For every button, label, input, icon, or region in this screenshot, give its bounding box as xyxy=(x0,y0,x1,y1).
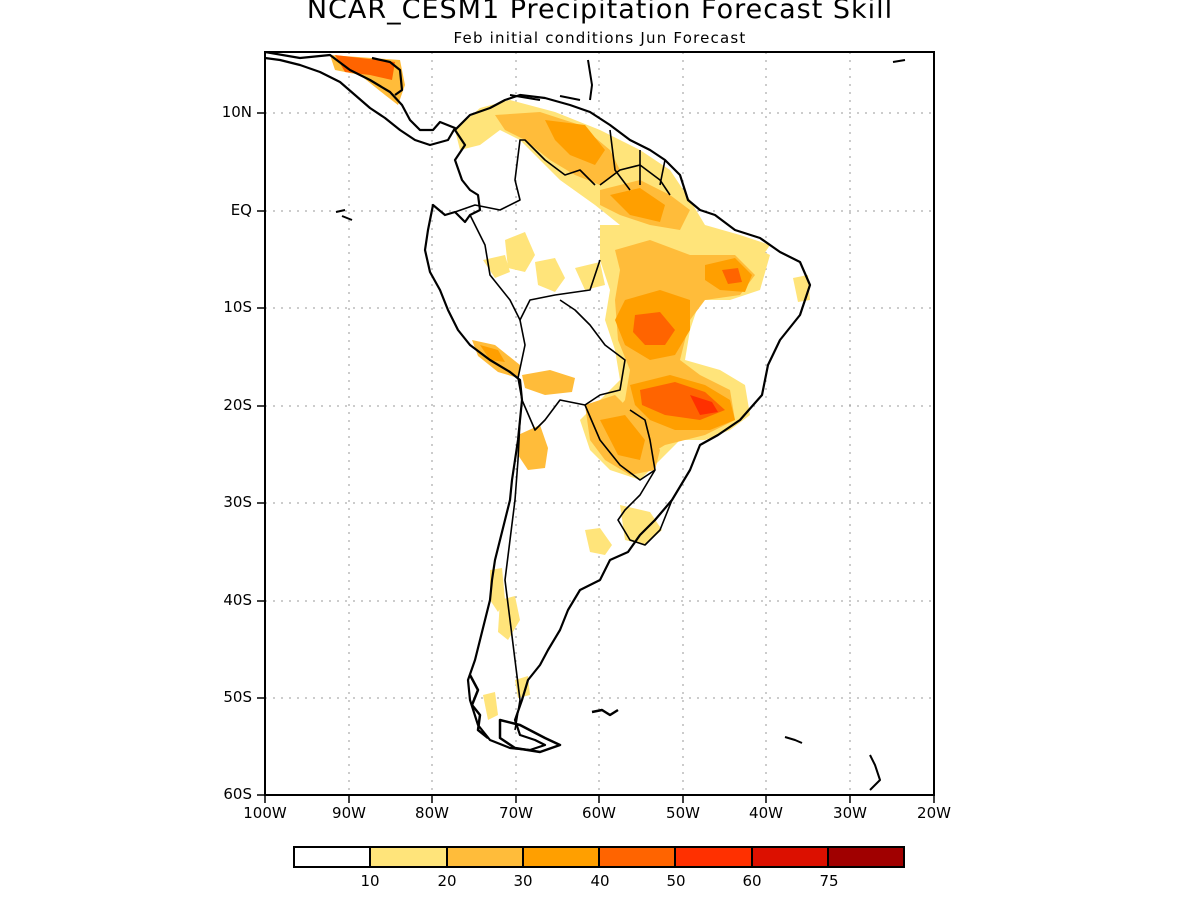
colorbar-bin xyxy=(752,848,829,866)
axis-ticks xyxy=(257,112,935,803)
skill-area-core-high xyxy=(633,312,675,345)
colorbar-bin xyxy=(523,848,600,866)
map-title: NCAR_CESM1 Precipitation Forecast Skill xyxy=(306,0,894,25)
colorbar-bin xyxy=(600,848,677,866)
skill-area-n-argentina xyxy=(518,425,548,470)
lon-label-40w: 40W xyxy=(749,804,783,822)
colorbar-bin xyxy=(828,848,903,866)
lat-label-10n: 10N xyxy=(221,103,252,121)
lat-label-40s: 40S xyxy=(223,591,252,609)
skill-area-uruguay xyxy=(620,505,662,545)
skill-area-guianas-high xyxy=(610,188,665,222)
central-america-coast xyxy=(265,52,457,147)
skill-shading xyxy=(330,55,810,720)
colorbar-label: 40 xyxy=(590,872,610,890)
chile-fjords xyxy=(468,674,489,739)
lon-label-50w: 50W xyxy=(666,804,700,822)
tierra-del-fuego xyxy=(498,718,562,754)
lat-label-10s: 10S xyxy=(223,298,252,316)
skill-area-central-america-high xyxy=(335,55,395,80)
lon-label-70w: 70W xyxy=(499,804,533,822)
south-america-coast xyxy=(423,93,812,752)
lat-label-eq: EQ xyxy=(230,201,252,219)
colorbar-bin xyxy=(447,848,524,866)
colorbar-label: 20 xyxy=(437,872,457,890)
lat-label-20s: 20S xyxy=(223,396,252,414)
lon-label-30w: 30W xyxy=(833,804,867,822)
colorbar-bin xyxy=(295,848,372,866)
colorbar-bin xyxy=(676,848,753,866)
colorbar-label: 60 xyxy=(742,872,762,890)
skill-area-bolivia xyxy=(522,370,575,395)
country-borders xyxy=(454,139,596,213)
lon-label-100w: 100W xyxy=(243,804,287,822)
colorbar-label: 50 xyxy=(666,872,686,890)
colorbar-label: 75 xyxy=(819,872,839,890)
colorbar-bin xyxy=(371,848,448,866)
south-georgia xyxy=(784,736,803,744)
coastlines xyxy=(265,52,906,791)
caribbean-islands xyxy=(509,59,593,101)
skill-area-north-mid xyxy=(495,112,620,185)
lon-label-20w: 20W xyxy=(917,804,951,822)
map-subtitle: Feb initial conditions Jun Forecast xyxy=(453,29,747,47)
colorbar xyxy=(293,846,905,868)
galapagos xyxy=(335,209,353,221)
colorbar-label: 10 xyxy=(360,872,380,890)
lon-label-80w: 80W xyxy=(415,804,449,822)
skill-area-north-high xyxy=(545,120,605,165)
lat-label-50s: 50S xyxy=(223,688,252,706)
lon-label-60w: 60W xyxy=(582,804,616,822)
lat-label-60s: 60S xyxy=(223,785,252,803)
colorbar-label: 30 xyxy=(513,872,533,890)
lon-label-90w: 90W xyxy=(332,804,366,822)
falklands xyxy=(591,708,619,717)
lat-label-30s: 30S xyxy=(223,493,252,511)
